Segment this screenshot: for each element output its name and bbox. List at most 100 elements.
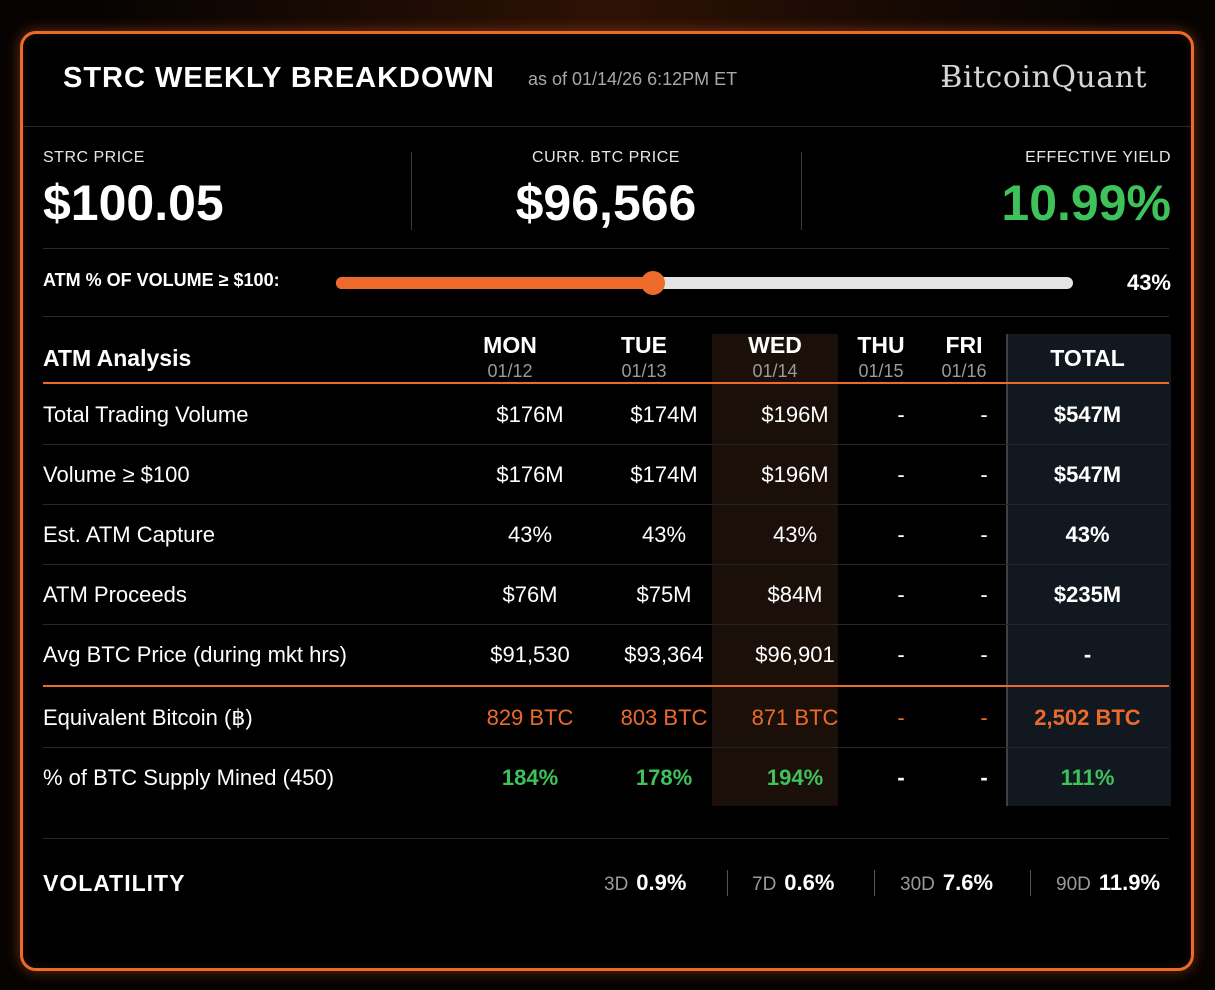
total-column-background bbox=[1006, 334, 1171, 806]
divider bbox=[43, 248, 1169, 249]
cell: 43% bbox=[507, 522, 553, 547]
row-label: Est. ATM Capture bbox=[43, 522, 215, 547]
cell: - bbox=[897, 765, 905, 790]
cell: - bbox=[897, 705, 905, 730]
card-header: STRC WEEKLY BREAKDOWN as of 01/14/26 6:1… bbox=[23, 34, 1191, 127]
day-date: 01/15 bbox=[858, 361, 904, 381]
row-label: Avg BTC Price (during mkt hrs) bbox=[43, 642, 348, 667]
cell: - bbox=[897, 462, 905, 487]
table-row: Equivalent Bitcoin (฿) 829 BTC 803 BTC 8… bbox=[43, 688, 1169, 748]
total-cell: - bbox=[1083, 642, 1092, 667]
atm-volume-bar-knob bbox=[640, 271, 665, 295]
cell: 871 BTC bbox=[751, 705, 839, 730]
divider bbox=[43, 316, 1169, 317]
day-date: 01/14 bbox=[752, 361, 798, 381]
cell: - bbox=[897, 522, 905, 547]
volatility-period: 7D bbox=[752, 874, 777, 895]
day-date: 01/16 bbox=[941, 361, 987, 381]
metric-divider bbox=[801, 152, 802, 230]
cell: 829 BTC bbox=[486, 705, 574, 730]
volatility-divider bbox=[727, 870, 728, 896]
volatility-value: 11.9% bbox=[1098, 870, 1161, 895]
current-day-column-highlight bbox=[712, 334, 838, 806]
cell: $176M bbox=[496, 462, 564, 487]
cell: 43% bbox=[772, 522, 818, 547]
table-row: % of BTC Supply Mined (450) 184% 178% 19… bbox=[43, 748, 1169, 808]
cell: - bbox=[897, 642, 905, 667]
breakdown-card: STRC WEEKLY BREAKDOWN as of 01/14/26 6:1… bbox=[20, 31, 1194, 971]
cell: - bbox=[980, 765, 988, 790]
row-divider bbox=[43, 444, 1169, 445]
cell: 43% bbox=[641, 522, 687, 547]
atm-volume-bar-fill bbox=[336, 277, 653, 289]
table-row: Total Trading Volume $176M $174M $196M -… bbox=[43, 385, 1169, 445]
row-label: Total Trading Volume bbox=[43, 402, 249, 427]
table-row: Volume ≥ $100 $176M $174M $196M - - $547… bbox=[43, 445, 1169, 505]
day-name: FRI bbox=[945, 332, 983, 358]
volatility-value: 7.6% bbox=[942, 870, 994, 895]
divider bbox=[43, 838, 1169, 839]
day-name: THU bbox=[857, 332, 905, 358]
day-date: 01/13 bbox=[621, 361, 667, 381]
table-row: Est. ATM Capture 43% 43% 43% - - 43% bbox=[43, 505, 1169, 565]
effective-yield-label: EFFECTIVE YIELD bbox=[1025, 149, 1171, 166]
atm-volume-bar bbox=[336, 271, 1073, 295]
volatility-label: VOLATILITY bbox=[43, 870, 186, 896]
volatility-90d: 90D 11.9% bbox=[1056, 870, 1160, 896]
cell: - bbox=[980, 642, 988, 667]
cell: - bbox=[980, 402, 988, 427]
column-header-tue: TUE 01/13 bbox=[589, 332, 699, 382]
cell: $84M bbox=[767, 582, 823, 607]
day-name: TUE bbox=[621, 332, 667, 358]
cell: - bbox=[980, 705, 988, 730]
cell: - bbox=[980, 522, 988, 547]
total-cell: 43% bbox=[1065, 522, 1110, 547]
strc-price-value: $100.05 bbox=[43, 175, 224, 231]
cell: $196M bbox=[761, 462, 829, 487]
row-label: % of BTC Supply Mined (450) bbox=[43, 765, 335, 790]
volatility-divider bbox=[1030, 870, 1031, 896]
cell: $196M bbox=[761, 402, 829, 427]
volatility-30d: 30D 7.6% bbox=[900, 870, 993, 896]
day-name: WED bbox=[748, 332, 802, 358]
btc-price-value: $96,566 bbox=[515, 175, 697, 231]
total-cell: $547M bbox=[1053, 462, 1122, 487]
page-title: STRC WEEKLY BREAKDOWN bbox=[63, 62, 495, 94]
atm-volume-percent: 43% bbox=[1126, 270, 1171, 295]
cell: 184% bbox=[501, 765, 559, 790]
column-header-fri: FRI 01/16 bbox=[909, 332, 1019, 382]
cell: 194% bbox=[766, 765, 824, 790]
effective-yield-value: 10.99% bbox=[1001, 175, 1171, 231]
table-header-divider bbox=[43, 382, 1169, 384]
cell: $76M bbox=[502, 582, 558, 607]
cell: $91,530 bbox=[490, 642, 570, 667]
volatility-value: 0.9% bbox=[636, 870, 687, 895]
row-label: Volume ≥ $100 bbox=[43, 462, 190, 487]
row-label: Equivalent Bitcoin (฿) bbox=[43, 705, 253, 730]
volatility-period: 30D bbox=[900, 874, 935, 895]
cell: $93,364 bbox=[624, 642, 704, 667]
cell: - bbox=[897, 582, 905, 607]
cell: - bbox=[980, 582, 988, 607]
atm-volume-label: ATM % OF VOLUME ≥ $100: bbox=[43, 270, 280, 290]
cell: $176M bbox=[496, 402, 564, 427]
row-label: ATM Proceeds bbox=[43, 582, 187, 607]
row-divider bbox=[43, 624, 1169, 625]
volatility-period: 3D bbox=[604, 874, 629, 895]
total-cell: 2,502 BTC bbox=[1034, 705, 1141, 730]
column-header-total: TOTAL bbox=[1050, 345, 1125, 371]
cell: 803 BTC bbox=[620, 705, 708, 730]
strc-price-label: STRC PRICE bbox=[43, 149, 145, 166]
column-header-thu: THU 01/15 bbox=[826, 332, 936, 382]
btc-price-label: CURR. BTC PRICE bbox=[532, 149, 680, 166]
cell: $75M bbox=[636, 582, 692, 607]
as-of-timestamp: as of 01/14/26 6:12PM ET bbox=[528, 69, 738, 89]
row-divider bbox=[43, 747, 1169, 748]
total-cell: $235M bbox=[1053, 582, 1122, 607]
day-date: 01/12 bbox=[487, 361, 533, 381]
table-row: ATM Proceeds $76M $75M $84M - - $235M bbox=[43, 565, 1169, 625]
volatility-divider bbox=[874, 870, 875, 896]
section-divider bbox=[43, 685, 1169, 687]
column-header-mon: MON 01/12 bbox=[455, 332, 565, 382]
cell: 178% bbox=[635, 765, 693, 790]
